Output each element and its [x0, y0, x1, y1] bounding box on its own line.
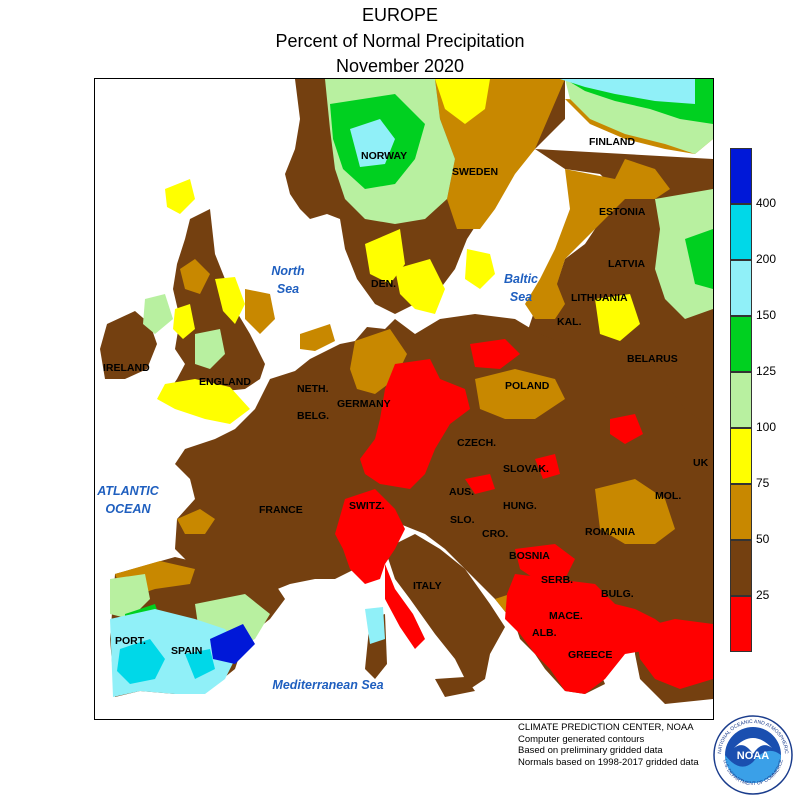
label-netherlands: NETH.	[297, 383, 329, 395]
legend-swatch	[730, 148, 752, 204]
label-belgium: BELG.	[297, 410, 329, 422]
title-subject: Percent of Normal Precipitation	[275, 31, 525, 51]
label-england: ENGLAND	[199, 376, 251, 388]
credits: CLIMATE PREDICTION CENTER, NOAA Computer…	[518, 722, 699, 768]
label-italy: ITALY	[413, 580, 442, 592]
credit-data: Based on preliminary gridded data	[518, 745, 663, 756]
baltic-sea-label-2: Sea	[510, 290, 532, 304]
label-slovenia: SLO.	[450, 514, 475, 526]
label-estonia: ESTONIA	[599, 206, 646, 218]
label-lithuania: LITHUANIA	[571, 292, 628, 304]
label-bosnia: BOSNIA	[509, 550, 550, 562]
label-denmark: DEN.	[371, 278, 396, 290]
legend-swatch	[730, 428, 752, 484]
label-macedonia: MACE.	[549, 610, 583, 622]
label-croatia: CRO.	[482, 528, 508, 540]
precipitation-map: North Sea Baltic Sea ATLANTIC OCEAN Medi…	[94, 78, 714, 720]
label-romania: ROMANIA	[585, 526, 636, 538]
label-slovakia: SLOVAK.	[503, 463, 549, 475]
legend-label: 400	[756, 196, 777, 210]
credit-normals: Normals based on 1998-2017 gridded data	[518, 756, 699, 768]
label-kaliningrad: KAL.	[557, 316, 582, 328]
contour-0-25	[335, 339, 713, 694]
legend-label: 100	[756, 420, 777, 434]
atlantic-ocean-label-1: ATLANTIC	[96, 484, 160, 498]
legend-label: 50	[756, 532, 770, 546]
title-period: November 2020	[335, 56, 465, 76]
label-norway: NORWAY	[361, 150, 407, 162]
label-spain: SPAIN	[171, 645, 202, 657]
label-serbia: SERB.	[541, 574, 573, 586]
legend-swatch	[730, 260, 752, 316]
credit-method: Computer generated contours	[518, 733, 645, 745]
label-ireland: IRELAND	[103, 362, 150, 374]
label-latvia: LATVIA	[608, 258, 646, 270]
label-switzerland: SWITZ.	[349, 500, 385, 512]
legend-swatch	[730, 204, 752, 260]
baltic-sea-label-1: Baltic	[504, 272, 538, 286]
legend-label: 75	[756, 476, 770, 490]
label-france: FRANCE	[259, 504, 303, 516]
label-albania: ALB.	[532, 627, 557, 639]
contour-75-100	[157, 79, 640, 424]
contour-200-400	[117, 639, 215, 684]
label-hungary: HUNG.	[503, 500, 537, 512]
legend-label: 25	[756, 588, 770, 602]
map-canvas: North Sea Baltic Sea ATLANTIC OCEAN Medi…	[96, 79, 713, 704]
label-bulgaria: BULG.	[601, 588, 634, 600]
label-sweden: SWEDEN	[452, 166, 498, 178]
atlantic-ocean-label-2: OCEAN	[105, 502, 151, 516]
legend-label: 200	[756, 252, 777, 266]
contour-400-plus	[210, 624, 255, 664]
north-sea-label-2: Sea	[277, 282, 299, 296]
credit-source: CLIMATE PREDICTION CENTER, NOAA	[518, 722, 694, 733]
label-germany: GERMANY	[337, 398, 391, 410]
noaa-logo: NOAA NATIONAL OCEANIC AND ATMOSPHERIC U.…	[713, 715, 793, 795]
mediterranean-sea-label: Mediterranean Sea	[272, 678, 383, 692]
legend-label: 125	[756, 364, 777, 378]
label-greece: GREECE	[568, 649, 612, 661]
label-moldova: MOL.	[655, 490, 681, 502]
legend-swatch	[730, 540, 752, 596]
label-czech: CZECH.	[457, 437, 496, 449]
label-finland: FINLAND	[589, 136, 635, 148]
title-region: EUROPE	[361, 5, 439, 25]
label-poland: POLAND	[505, 380, 550, 392]
label-belarus: BELARUS	[627, 353, 678, 365]
svg-text:NOAA: NOAA	[737, 750, 769, 762]
legend-swatch	[730, 372, 752, 428]
label-austria: AUS.	[449, 486, 474, 498]
legend-swatch	[730, 484, 752, 540]
label-ukraine: UK	[693, 457, 709, 469]
legend-swatch	[730, 596, 752, 652]
legend-label: 150	[756, 308, 777, 322]
north-sea-label-1: North	[271, 264, 305, 278]
legend-swatch	[730, 316, 752, 372]
label-portugal: PORT.	[115, 635, 146, 647]
